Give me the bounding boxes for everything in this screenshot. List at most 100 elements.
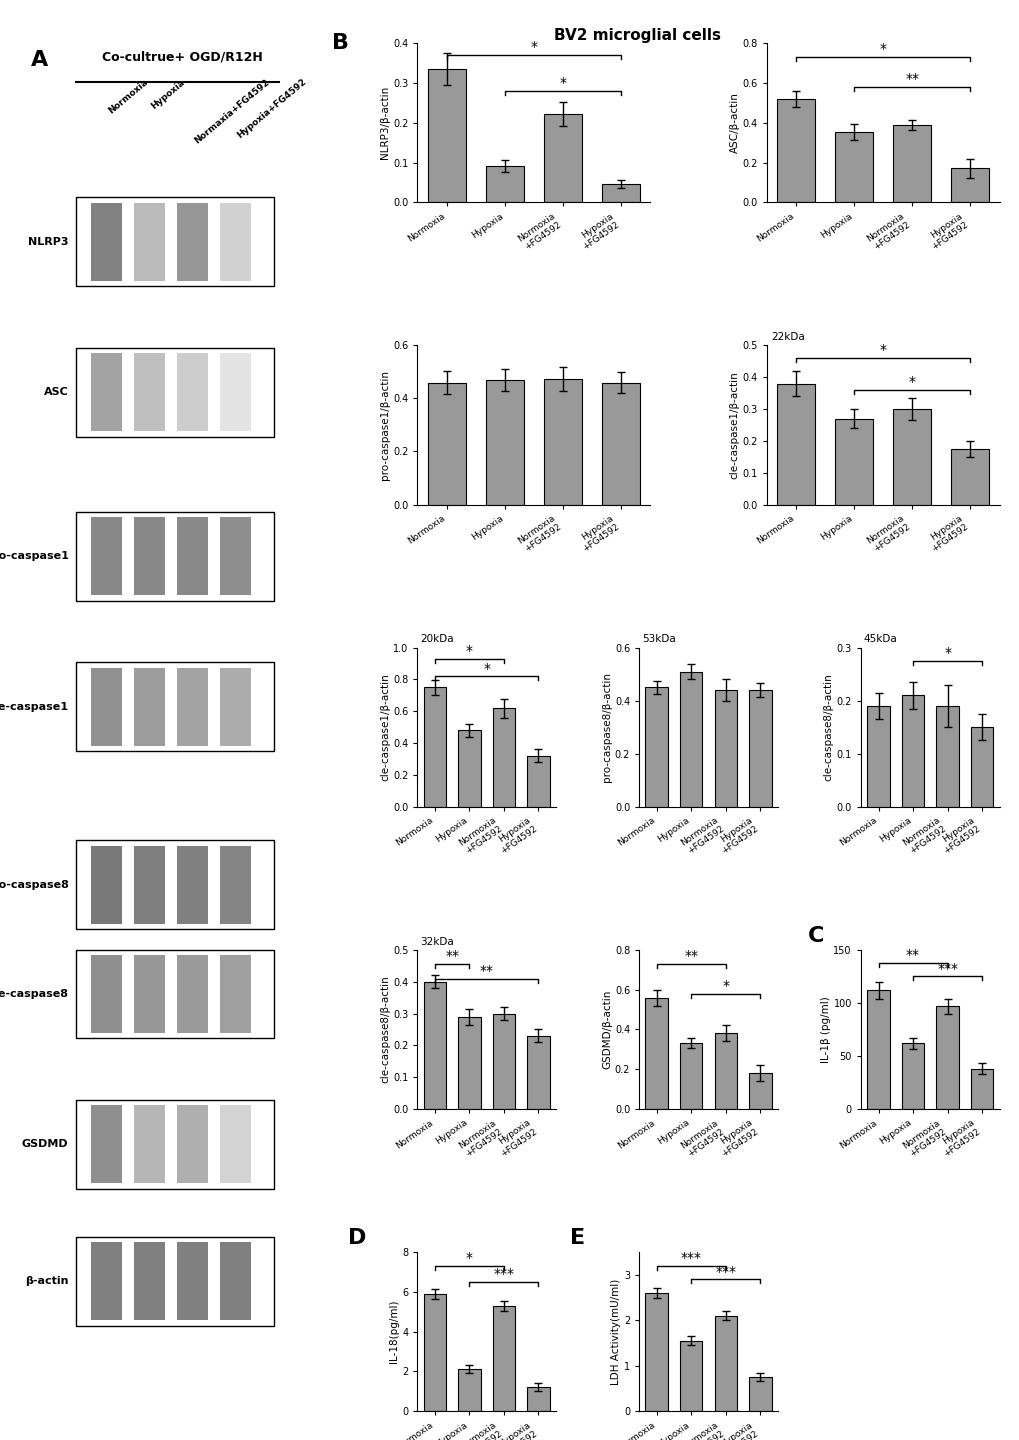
Text: 22kDa: 22kDa: [770, 333, 804, 343]
Text: *: *: [944, 647, 950, 660]
Bar: [492, 1306, 515, 1411]
Text: ***: ***: [714, 1264, 736, 1279]
FancyBboxPatch shape: [135, 1243, 165, 1320]
Text: Hypoxia: Hypoxia: [150, 78, 186, 111]
Bar: [776, 99, 814, 202]
Text: *: *: [466, 644, 473, 658]
Y-axis label: NLRP3/β-actin: NLRP3/β-actin: [380, 86, 390, 160]
FancyBboxPatch shape: [177, 517, 208, 595]
Bar: [485, 380, 523, 504]
Bar: [714, 690, 737, 806]
Bar: [893, 125, 930, 202]
Text: Cle-caspase8: Cle-caspase8: [0, 989, 68, 999]
Bar: [458, 1017, 480, 1109]
Bar: [428, 383, 466, 504]
Text: ***: ***: [936, 962, 957, 976]
Y-axis label: cle-caspase1/β-actin: cle-caspase1/β-actin: [729, 372, 739, 480]
FancyBboxPatch shape: [177, 668, 208, 746]
Text: *: *: [530, 40, 537, 55]
Text: 45kDa: 45kDa: [863, 635, 897, 645]
Bar: [866, 706, 889, 806]
Bar: [601, 383, 639, 504]
Y-axis label: cle-caspase8/β-actin: cle-caspase8/β-actin: [380, 975, 390, 1083]
Bar: [714, 1316, 737, 1411]
Bar: [714, 1034, 737, 1109]
Text: Normoxia: Normoxia: [106, 78, 150, 115]
FancyBboxPatch shape: [135, 203, 165, 281]
Bar: [527, 1387, 549, 1411]
FancyBboxPatch shape: [135, 1106, 165, 1184]
Y-axis label: ASC/β-actin: ASC/β-actin: [729, 92, 739, 153]
Bar: [485, 166, 523, 202]
FancyBboxPatch shape: [220, 1243, 251, 1320]
FancyBboxPatch shape: [76, 840, 273, 929]
Text: Cle-caspase1: Cle-caspase1: [0, 701, 68, 711]
FancyBboxPatch shape: [92, 1243, 121, 1320]
Bar: [901, 696, 923, 806]
FancyBboxPatch shape: [92, 955, 121, 1032]
FancyBboxPatch shape: [92, 353, 121, 431]
Text: ASC: ASC: [44, 387, 68, 397]
Text: Pro-caspase1: Pro-caspase1: [0, 552, 68, 562]
Bar: [935, 1007, 958, 1109]
Text: Pro-caspase8: Pro-caspase8: [0, 880, 68, 890]
FancyBboxPatch shape: [135, 845, 165, 923]
Bar: [970, 727, 993, 806]
Bar: [680, 1341, 702, 1411]
Text: Normaxia+FG4592: Normaxia+FG4592: [193, 78, 271, 145]
Text: *: *: [721, 979, 729, 992]
Text: **: **: [684, 949, 698, 963]
Text: **: **: [905, 948, 919, 962]
FancyBboxPatch shape: [220, 668, 251, 746]
Text: GSDMD: GSDMD: [22, 1139, 68, 1149]
FancyBboxPatch shape: [177, 203, 208, 281]
FancyBboxPatch shape: [92, 517, 121, 595]
Bar: [492, 708, 515, 806]
Text: 32kDa: 32kDa: [420, 936, 453, 946]
Bar: [935, 706, 958, 806]
FancyBboxPatch shape: [92, 203, 121, 281]
Bar: [680, 671, 702, 806]
Bar: [423, 1295, 445, 1411]
FancyBboxPatch shape: [76, 197, 273, 287]
Y-axis label: LDH Activity(mU/ml): LDH Activity(mU/ml): [610, 1279, 621, 1385]
Bar: [835, 419, 872, 504]
FancyBboxPatch shape: [135, 668, 165, 746]
Text: **: **: [444, 949, 459, 963]
Bar: [458, 730, 480, 806]
Bar: [423, 687, 445, 806]
Bar: [748, 1377, 770, 1411]
FancyBboxPatch shape: [76, 347, 273, 436]
FancyBboxPatch shape: [177, 353, 208, 431]
Text: ***: ***: [493, 1267, 514, 1282]
Bar: [901, 1043, 923, 1109]
Bar: [866, 991, 889, 1109]
FancyBboxPatch shape: [220, 203, 251, 281]
Bar: [645, 687, 667, 806]
Text: A: A: [31, 50, 48, 71]
Bar: [893, 409, 930, 504]
Bar: [748, 1073, 770, 1109]
Text: 20kDa: 20kDa: [420, 635, 453, 645]
Text: E: E: [570, 1228, 585, 1248]
Bar: [951, 449, 988, 504]
Bar: [543, 114, 581, 202]
Bar: [527, 1035, 549, 1109]
FancyBboxPatch shape: [220, 845, 251, 923]
FancyBboxPatch shape: [220, 517, 251, 595]
Text: **: **: [904, 72, 918, 86]
Y-axis label: IL-18(pg/ml): IL-18(pg/ml): [389, 1300, 399, 1364]
Bar: [543, 379, 581, 504]
Bar: [680, 1044, 702, 1109]
FancyBboxPatch shape: [177, 845, 208, 923]
Text: C: C: [807, 926, 824, 946]
FancyBboxPatch shape: [220, 353, 251, 431]
Bar: [458, 1369, 480, 1411]
Text: BV2 microglial cells: BV2 microglial cells: [553, 29, 720, 43]
Y-axis label: pro-caspase1/β-actin: pro-caspase1/β-actin: [380, 370, 390, 480]
FancyBboxPatch shape: [220, 1106, 251, 1184]
Text: NLRP3: NLRP3: [29, 236, 68, 246]
Text: Hypoxia+FG4592: Hypoxia+FG4592: [235, 78, 308, 141]
Text: *: *: [908, 376, 915, 389]
FancyBboxPatch shape: [220, 955, 251, 1032]
